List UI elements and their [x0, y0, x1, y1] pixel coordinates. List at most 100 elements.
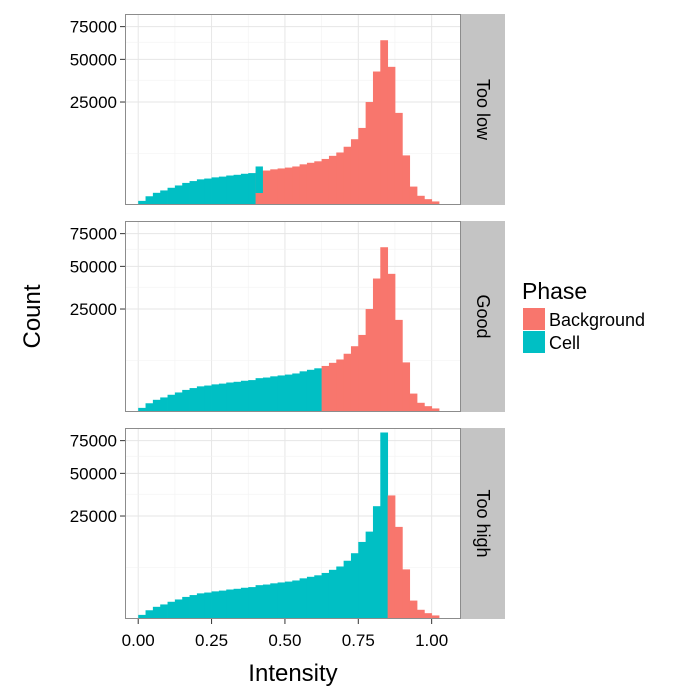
x-tick-label: 1.00 [415, 631, 448, 650]
histogram-bar [365, 531, 374, 619]
histogram-bar [350, 139, 359, 205]
panel-border [125, 428, 461, 619]
histogram-bar [424, 406, 433, 412]
histogram-bar [167, 601, 176, 619]
histogram-bar [160, 397, 168, 412]
histogram-bar [336, 152, 345, 205]
histogram-bar [226, 175, 234, 205]
histogram-bar [145, 196, 154, 205]
histogram-bar [277, 375, 286, 412]
y-tick-label: 50000 [70, 257, 117, 276]
histogram-bar [233, 174, 242, 205]
histogram-bar [372, 278, 381, 412]
histogram-bar [336, 566, 345, 619]
facet-strip-label: Too low [473, 79, 493, 141]
histogram-bar [145, 610, 154, 619]
histogram-bar [314, 575, 323, 619]
histogram-bar [152, 399, 161, 412]
histogram-bar [424, 199, 433, 205]
histogram-bar [365, 309, 374, 412]
x-axis: 0.00 0.25 0.50 0.75 1.00 [122, 619, 448, 650]
histogram-bar [240, 380, 249, 412]
histogram-bar [409, 600, 418, 619]
histogram-bar [182, 389, 190, 412]
histogram-bar [270, 169, 278, 205]
histogram-bar [284, 581, 293, 619]
histogram-bar [292, 580, 301, 619]
histogram-bar [387, 66, 396, 205]
histogram-bar [409, 186, 418, 205]
histogram-bar [387, 495, 396, 619]
legend-label-background: Background [549, 310, 645, 330]
histogram-bar [328, 155, 337, 205]
histogram-bar [138, 407, 146, 412]
histogram-bar [431, 615, 440, 619]
histogram-bar [248, 587, 256, 619]
histogram-bar [284, 374, 293, 412]
facet-strip [461, 428, 505, 619]
histogram-bar [204, 178, 212, 205]
facet-panel: 25000 50000 75000 Good [70, 221, 505, 412]
histogram-bar [189, 388, 198, 412]
histogram-bar [277, 168, 286, 205]
histogram-bar [152, 606, 161, 619]
histogram-bar [387, 273, 396, 412]
panel-border [125, 221, 461, 412]
histogram-bar [138, 614, 146, 619]
histogram-bar [270, 583, 278, 619]
histogram-bar [372, 506, 381, 619]
histogram-bar [321, 158, 330, 205]
histogram-bar [226, 589, 234, 619]
histogram-bar [431, 201, 440, 205]
histogram-bar [416, 402, 425, 412]
legend-key-background [523, 308, 545, 330]
histogram-bar [211, 384, 220, 412]
histogram-bar [321, 365, 330, 412]
facet-panel: 25000 50000 75000 Too high [70, 428, 505, 619]
x-tick-label: 0.00 [122, 631, 155, 650]
histogram-bar [262, 377, 271, 412]
histogram-bar [196, 386, 205, 412]
histogram-bar [189, 595, 198, 619]
histogram-bar [402, 569, 411, 619]
histogram-bar [255, 378, 264, 412]
histogram-bar [358, 334, 367, 412]
histogram-bar [306, 369, 315, 412]
histogram-bar [196, 179, 205, 205]
histogram-bar [218, 383, 227, 412]
histogram-bar [160, 604, 168, 619]
histogram-bar [277, 582, 286, 619]
facet-panels: 25000 50000 75000 Too low 25000 50000 75000 Goo… [70, 14, 505, 619]
histogram-bar [416, 195, 425, 205]
histogram-bar [380, 432, 389, 619]
histogram-bar [262, 170, 271, 205]
histogram-bar [240, 173, 249, 205]
histogram-bar [350, 346, 359, 412]
histogram-bar [336, 359, 345, 412]
y-tick-label: 75000 [70, 432, 117, 451]
histogram-bar [240, 587, 249, 619]
histogram-bar-overlay [255, 166, 263, 193]
legend: Phase Background Cell [522, 278, 645, 353]
histogram-bar [394, 112, 403, 205]
histogram-bar [204, 385, 212, 412]
histogram-bar [218, 176, 227, 205]
histogram-bar [372, 71, 381, 205]
histogram-bar [248, 380, 256, 412]
y-tick-label: 25000 [70, 93, 117, 112]
histogram-bar [394, 526, 403, 619]
legend-title: Phase [522, 278, 587, 304]
histogram-bar [284, 167, 293, 205]
histogram-bar [328, 569, 337, 619]
histogram-bar [402, 362, 411, 412]
histogram-bar [402, 155, 411, 205]
histogram-bar [350, 553, 359, 619]
histogram-bar [299, 371, 308, 412]
facet-strip [461, 221, 505, 412]
histogram-bar [343, 146, 352, 205]
histogram-bar [174, 599, 183, 619]
histogram-bar [226, 382, 234, 412]
histogram-bar [314, 161, 323, 205]
histogram-bar [365, 102, 374, 205]
facet-strip-label: Too high [473, 489, 493, 557]
